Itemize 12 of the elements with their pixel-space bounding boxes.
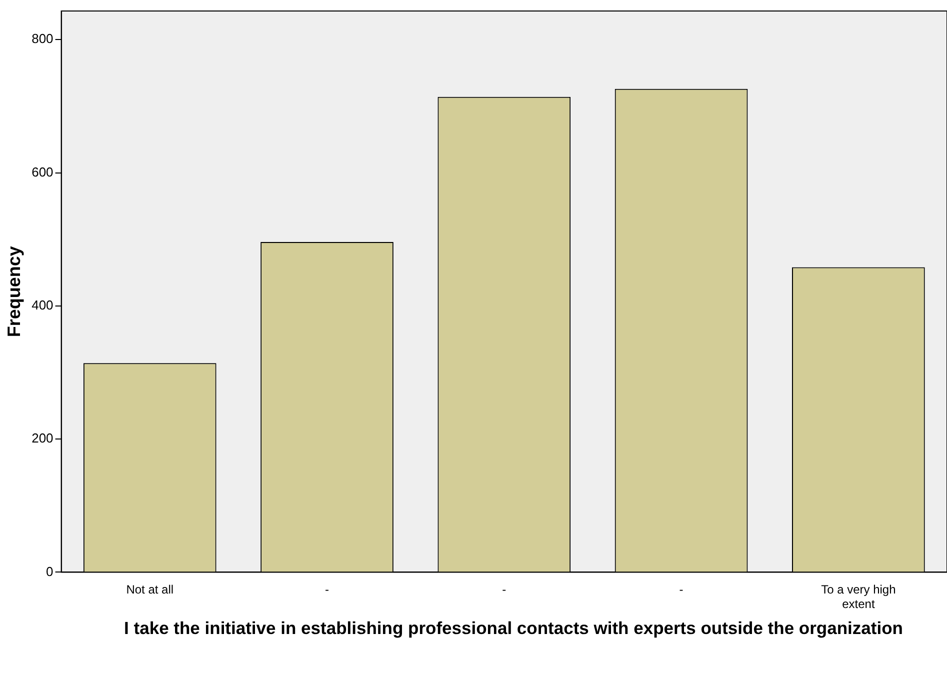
x-tick-label: - bbox=[679, 582, 684, 597]
y-axis-title: Frequency bbox=[4, 246, 24, 338]
x-tick-label: - bbox=[502, 582, 506, 597]
x-tick-label: To a very high extent bbox=[821, 582, 896, 612]
x-tick-label: Not at all bbox=[126, 582, 174, 597]
x-axis-title: I take the initiative in establishing professional contacts with experts outside the organization bbox=[123, 618, 904, 638]
y-tick-label: 0 bbox=[46, 564, 54, 579]
y-tick-label: 800 bbox=[32, 31, 54, 46]
y-tick-label: 400 bbox=[32, 297, 54, 312]
x-tick-label: - bbox=[325, 582, 330, 597]
y-tick-label: 200 bbox=[32, 430, 54, 446]
y-tick-label: 600 bbox=[32, 164, 54, 180]
